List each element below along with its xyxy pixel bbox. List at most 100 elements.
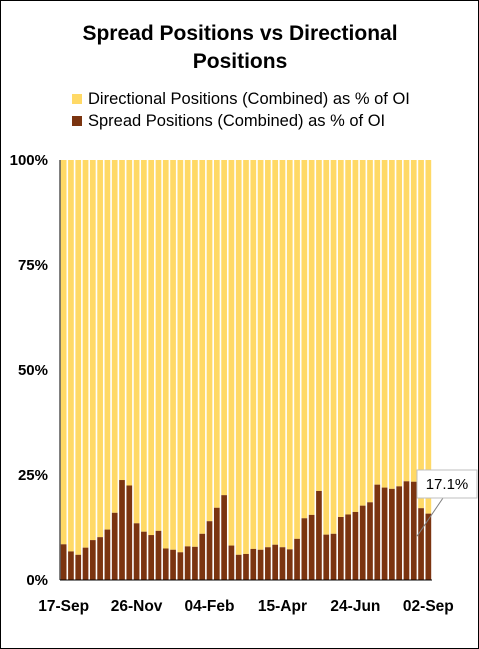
bar-spread-40 — [352, 511, 359, 580]
bar-spread-11 — [141, 531, 147, 580]
bar-directional-39 — [345, 160, 351, 515]
bar-spread-29 — [272, 544, 279, 580]
bar-spread-12 — [148, 535, 155, 580]
bar-directional-33 — [301, 160, 308, 519]
bar-spread-30 — [279, 547, 286, 580]
bar-directional-0 — [60, 160, 67, 545]
x-tick-label-4: 24-Jun — [330, 598, 380, 615]
y-tick-label-0: 0% — [26, 572, 48, 589]
bar-spread-45 — [389, 488, 395, 580]
bar-spread-37 — [330, 533, 337, 580]
bar-spread-41 — [359, 505, 366, 580]
bar-spread-18 — [192, 546, 198, 580]
legend-item-spread: Spread Positions (Combined) as % of OI — [72, 110, 410, 132]
bar-spread-6 — [104, 529, 111, 580]
bar-spread-13 — [155, 530, 162, 580]
bar-spread-31 — [286, 549, 293, 580]
bar-directional-38 — [337, 160, 344, 517]
x-tick-label-2: 04-Feb — [185, 598, 235, 615]
bar-directional-49 — [418, 160, 424, 509]
bar-directional-1 — [68, 160, 74, 552]
bar-directional-2 — [75, 160, 82, 555]
bar-spread-20 — [206, 521, 213, 580]
x-tick-label-3: 15-Apr — [258, 598, 307, 615]
bar-directional-40 — [352, 160, 359, 512]
bar-spread-1 — [68, 551, 74, 580]
y-tick-label-75: 75% — [18, 257, 48, 274]
bar-directional-50 — [425, 160, 432, 514]
bar-directional-18 — [192, 160, 198, 547]
legend: Directional Positions (Combined) as % of… — [72, 88, 410, 132]
bar-spread-23 — [228, 545, 235, 580]
bar-directional-35 — [316, 160, 322, 491]
bar-spread-4 — [89, 540, 96, 580]
bar-directional-26 — [250, 160, 257, 549]
bar-directional-23 — [228, 160, 235, 546]
y-tick-label-50: 50% — [18, 362, 48, 379]
bar-directional-36 — [323, 160, 330, 535]
bar-spread-3 — [82, 547, 89, 580]
bar-spread-24 — [235, 554, 242, 580]
bar-directional-30 — [279, 160, 286, 548]
bar-directional-10 — [133, 160, 140, 524]
legend-item-directional: Directional Positions (Combined) as % of… — [72, 88, 410, 110]
bar-spread-17 — [184, 546, 191, 580]
bar-directional-3 — [82, 160, 89, 548]
bar-directional-9 — [126, 160, 133, 486]
bar-directional-47 — [403, 160, 410, 482]
x-tick-label-1: 26-Nov — [111, 598, 163, 615]
bar-spread-42 — [367, 502, 373, 580]
bar-directional-7 — [111, 160, 118, 513]
bar-directional-6 — [104, 160, 111, 530]
bar-spread-8 — [119, 480, 125, 580]
bar-directional-8 — [119, 160, 125, 481]
chart-title-line-2: Positions — [192, 50, 288, 73]
bar-directional-5 — [97, 160, 103, 538]
bar-spread-47 — [403, 481, 410, 580]
chart-title: Spread Positions vs Directional Position… — [20, 20, 460, 76]
bar-spread-9 — [126, 485, 133, 580]
bar-spread-39 — [345, 514, 351, 580]
bar-directional-19 — [199, 160, 206, 534]
bar-spread-2 — [75, 554, 82, 580]
bar-spread-43 — [374, 484, 381, 580]
bar-directional-17 — [184, 160, 191, 547]
bar-spread-25 — [243, 553, 249, 580]
bar-spread-15 — [170, 549, 176, 580]
bar-directional-24 — [235, 160, 242, 555]
legend-swatch-directional — [72, 94, 82, 104]
bar-spread-0 — [60, 544, 67, 580]
annotation-box — [416, 469, 478, 499]
bar-directional-46 — [396, 160, 403, 487]
bar-directional-44 — [381, 160, 388, 488]
y-tick-label-100: 100% — [10, 152, 48, 169]
bar-spread-14 — [162, 548, 169, 580]
bar-spread-26 — [250, 548, 257, 580]
bar-spread-19 — [199, 533, 206, 580]
bar-directional-22 — [221, 160, 227, 496]
bar-directional-4 — [89, 160, 96, 541]
bar-spread-10 — [133, 523, 140, 580]
bar-spread-48 — [410, 481, 417, 580]
bar-directional-43 — [374, 160, 381, 485]
bar-directional-37 — [330, 160, 337, 534]
bar-spread-32 — [294, 538, 300, 580]
bar-spread-35 — [316, 490, 322, 580]
bar-directional-48 — [410, 160, 417, 482]
bar-directional-16 — [177, 160, 184, 553]
bar-spread-33 — [301, 518, 308, 580]
bar-directional-29 — [272, 160, 279, 545]
bar-spread-7 — [111, 512, 118, 580]
bar-spread-38 — [337, 517, 344, 580]
bar-spread-49 — [418, 508, 424, 580]
y-tick-label-25: 25% — [18, 467, 48, 484]
bar-spread-21 — [213, 507, 220, 580]
bar-directional-25 — [243, 160, 249, 554]
bar-directional-27 — [257, 160, 264, 550]
bar-spread-34 — [308, 514, 315, 580]
bar-spread-36 — [323, 534, 330, 580]
bar-spread-28 — [265, 547, 271, 580]
bar-directional-14 — [162, 160, 169, 549]
bar-spread-44 — [381, 487, 388, 580]
